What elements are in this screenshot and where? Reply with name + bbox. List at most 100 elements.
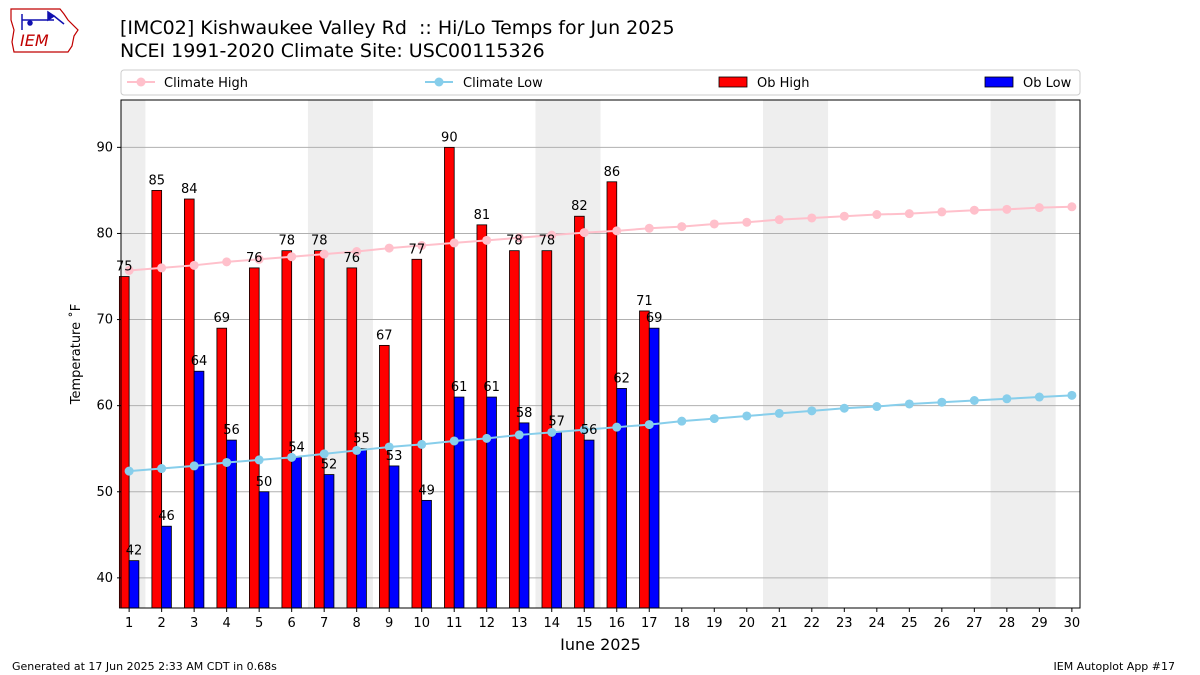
- ob-high-bar: [476, 224, 488, 609]
- legend-climate-high-label: Climate High: [164, 76, 248, 91]
- ob-high-label: 78: [506, 234, 523, 249]
- climate-low-point: [709, 414, 719, 424]
- ob-low-bar: [258, 491, 270, 609]
- x-tick-label: 10: [413, 616, 430, 631]
- climate-low-point: [514, 430, 524, 440]
- ob-low-label: 61: [451, 380, 468, 395]
- climate-high-point: [384, 243, 394, 253]
- weekend-shade: [763, 100, 829, 608]
- climate-low-point: [352, 445, 362, 455]
- climate-high-point: [579, 228, 589, 238]
- ob-low-bar: [421, 499, 432, 609]
- climate-high-point: [417, 241, 427, 251]
- climate-high-point: [839, 211, 849, 221]
- ob-low-label: 54: [288, 440, 305, 455]
- ob-high-label: 78: [539, 234, 556, 249]
- climate-low-point: [254, 455, 264, 465]
- ob-low-label: 62: [613, 371, 630, 386]
- ob-low-bar: [193, 370, 205, 609]
- ob-high-bar: [314, 250, 325, 609]
- ob-low-bar: [518, 422, 530, 609]
- x-tick-label: 1: [125, 616, 133, 631]
- ob-low-label: 49: [418, 483, 435, 498]
- climate-low-point: [742, 411, 752, 421]
- ob-low-label: 64: [191, 354, 208, 369]
- ob-low-bar: [583, 439, 595, 609]
- y-tick-label: 50: [96, 485, 113, 500]
- ob-high-label: 81: [474, 208, 491, 223]
- weekend-shade: [990, 100, 1056, 608]
- x-tick-label: 6: [288, 616, 296, 631]
- x-tick-label: 21: [771, 616, 788, 631]
- ob-high-label: 76: [246, 251, 263, 266]
- ob-low-bar: [161, 525, 172, 609]
- legend-ob-low-label: Ob Low: [1023, 76, 1072, 91]
- ob-high-label: 78: [311, 234, 328, 249]
- x-tick-label: 26: [934, 616, 951, 631]
- iowa-outline-icon: [10, 8, 79, 53]
- climate-low-point: [157, 464, 167, 474]
- climate-low-point: [774, 408, 784, 418]
- x-tick-label: 2: [157, 616, 165, 631]
- x-tick-label: 20: [739, 616, 756, 631]
- climate-low-point: [1067, 390, 1077, 400]
- app-id: IEM Autoplot App #17: [1053, 660, 1176, 673]
- ob-low-label: 61: [483, 380, 500, 395]
- ob-high-bar: [281, 250, 293, 609]
- ob-high-label: 77: [409, 242, 426, 257]
- x-tick-label: 15: [576, 616, 593, 631]
- climate-low-point: [1034, 392, 1044, 402]
- x-tick-label: 16: [608, 616, 625, 631]
- weather-station-icon: [21, 10, 65, 30]
- ob-high-bar: [151, 190, 163, 609]
- climate-high-point: [969, 205, 979, 215]
- ob-high-label: 82: [571, 199, 588, 214]
- y-gridlines: [121, 146, 1080, 579]
- climate-low-point: [872, 402, 882, 412]
- ob-high-label: 71: [636, 294, 653, 309]
- x-tick-label: 3: [190, 616, 198, 631]
- ob-low-bar: [616, 388, 627, 609]
- legend-ob-low-swatch: [984, 76, 1014, 88]
- ob-low-label: 56: [223, 423, 240, 438]
- climate-low-point: [189, 461, 199, 471]
- x-axis-label: June 2025: [559, 635, 641, 650]
- x-tick-label: 19: [706, 616, 723, 631]
- x-tick-label: 22: [804, 616, 821, 631]
- ob-high-bar: [509, 250, 520, 609]
- climate-low-point: [904, 399, 914, 409]
- y-tick-label: 70: [96, 313, 113, 328]
- climate-high-point: [612, 226, 622, 236]
- ob-low-bar: [388, 465, 400, 609]
- x-tick-label: 18: [673, 616, 690, 631]
- ob-low-bar: [648, 327, 660, 609]
- climate-high-point: [774, 215, 784, 225]
- climate-low-point: [417, 439, 427, 449]
- x-tick-label: 30: [1064, 616, 1081, 631]
- ob-low-label: 57: [548, 414, 565, 429]
- ob-high-bar: [574, 215, 585, 609]
- y-tick-label: 90: [96, 140, 113, 155]
- ob-low-bar: [128, 560, 140, 609]
- climate-low-point: [319, 449, 329, 459]
- climate-high-point: [904, 209, 914, 219]
- generated-timestamp: Generated at 17 Jun 2025 2:33 AM CDT in …: [12, 660, 277, 673]
- climate-high-point: [319, 249, 329, 259]
- x-tick-label: 24: [869, 616, 886, 631]
- ob-low-label: 42: [126, 544, 143, 559]
- climate-high-point: [124, 265, 134, 275]
- x-tick-label: 9: [385, 616, 393, 631]
- ob-low-bar: [323, 474, 335, 609]
- climate-low-point: [579, 425, 589, 435]
- ob-high-label: 78: [279, 234, 296, 249]
- legend-ob-high-label: Ob High: [757, 76, 810, 91]
- logo-text: IEM: [20, 31, 49, 50]
- x-axis: 1 2 3 4 5 6 7 8 9 10 11 12 13 14 15 16 17 18 19 20 21 22 23 24 2…: [125, 608, 1080, 631]
- ob-high-bar: [249, 267, 260, 609]
- plot-frame: [120, 99, 1081, 609]
- ob-high-bar: [606, 181, 618, 609]
- ob-low-label: 56: [581, 423, 598, 438]
- climate-high-point: [807, 213, 817, 223]
- climate-high-point: [157, 263, 167, 273]
